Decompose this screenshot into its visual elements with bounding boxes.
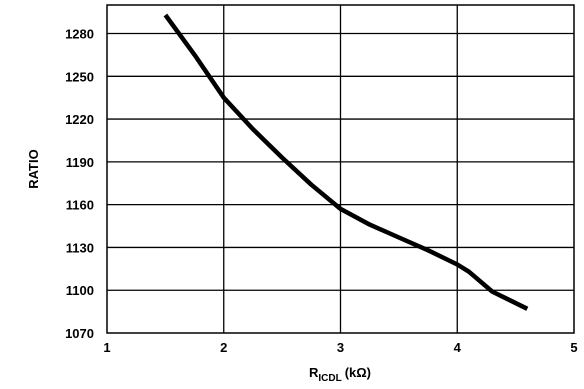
y-tick-label: 1250 [65,69,94,84]
y-axis-label: RATIO [26,149,41,188]
x-axis-label-main: R [309,365,319,380]
y-tick-label: 1100 [66,283,94,298]
x-tick-label: 4 [454,340,462,355]
x-tick-label: 1 [103,340,110,355]
y-tick-label: 1220 [65,112,94,127]
x-axis-label: RICDL (kΩ) [309,365,371,384]
x-axis-label-unit: (kΩ) [345,365,371,380]
y-tick-label: 1130 [66,240,94,255]
x-tick-label: 3 [337,340,344,355]
plot-frame [106,4,575,334]
y-tick-labels: 1070 1100 1130 1160 1190 1220 1250 1280 [65,27,94,341]
series-line [163,13,529,311]
x-axis-label-subscript: ICDL [318,373,341,384]
y-tick-label: 1160 [66,198,94,213]
x-tick-label: 5 [570,340,577,355]
y-tick-label: 1280 [65,27,94,42]
x-tick-label: 2 [220,340,227,355]
y-tick-label: 1070 [65,326,94,341]
y-tick-label: 1190 [66,155,94,170]
grid-lines [107,5,574,333]
x-tick-labels: 1 2 3 4 5 [103,340,577,355]
